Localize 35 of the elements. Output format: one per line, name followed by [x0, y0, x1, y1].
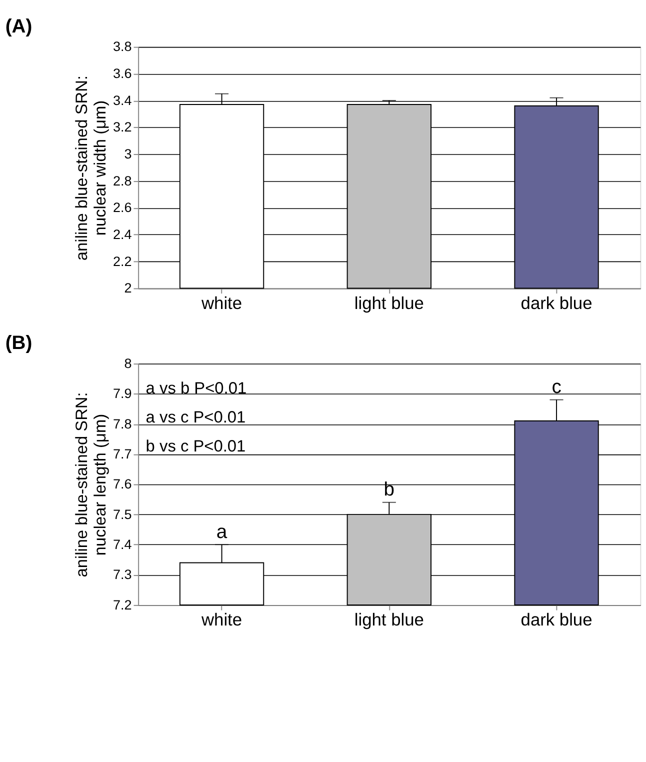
y-tick-label: 7.6 [113, 476, 132, 492]
y-tick-label: 3 [124, 146, 132, 162]
y-tick-label: 7.9 [113, 386, 132, 402]
y-tick-label: 3.4 [113, 92, 132, 108]
y-tick-label: 3.8 [113, 39, 132, 54]
annotation: a vs c P<0.01 [146, 408, 246, 426]
y-tick-label: 2.2 [113, 254, 132, 269]
y-tick-label: 7.5 [113, 506, 132, 522]
y-tick-label: 3.2 [113, 120, 132, 135]
x-tick-label: dark blue [520, 610, 592, 630]
x-tick-label: dark blue [520, 293, 592, 313]
y-tick-label: 3.6 [113, 66, 132, 81]
y-tick-label: 7.4 [113, 536, 132, 552]
annotation: b vs c P<0.01 [146, 437, 246, 456]
y-tick-label: 7.8 [113, 416, 132, 432]
y-tick-label: 7.7 [113, 446, 132, 462]
x-tick-label: light blue [354, 610, 424, 630]
annotation: a vs b P<0.01 [146, 379, 247, 398]
annotation: a [216, 522, 228, 543]
y-tick-label: 2.8 [113, 173, 132, 188]
y-axis-title: aniline blue-stained SRN: nuclear width (μm) [72, 75, 110, 261]
x-tick-label: light blue [354, 293, 424, 313]
x-tick-label: white [200, 293, 242, 313]
chart-title: (A) [5, 16, 32, 38]
y-tick-label: 2.6 [113, 200, 132, 216]
y-tick-label: 7.3 [113, 567, 132, 582]
annotation: c [552, 377, 562, 398]
x-tick-label: white [200, 610, 242, 630]
y-tick-label: 8 [124, 356, 132, 371]
y-tick-label: 7.2 [113, 597, 132, 612]
annotation: b [384, 480, 395, 501]
chart-title: (B) [5, 333, 32, 354]
y-axis-title: aniline blue-stained SRN: nuclear length (μm) [72, 392, 110, 578]
y-tick-label: 2 [124, 280, 132, 296]
y-tick-label: 2.4 [113, 226, 132, 242]
